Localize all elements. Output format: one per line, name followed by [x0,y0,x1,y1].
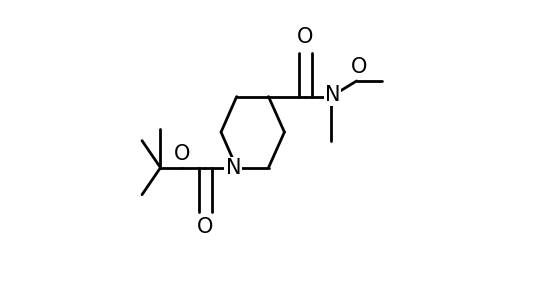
Text: O: O [351,57,368,77]
Text: O: O [173,144,190,164]
Text: N: N [226,158,241,178]
Text: O: O [197,217,214,237]
Text: O: O [297,27,314,47]
Text: N: N [325,85,340,105]
